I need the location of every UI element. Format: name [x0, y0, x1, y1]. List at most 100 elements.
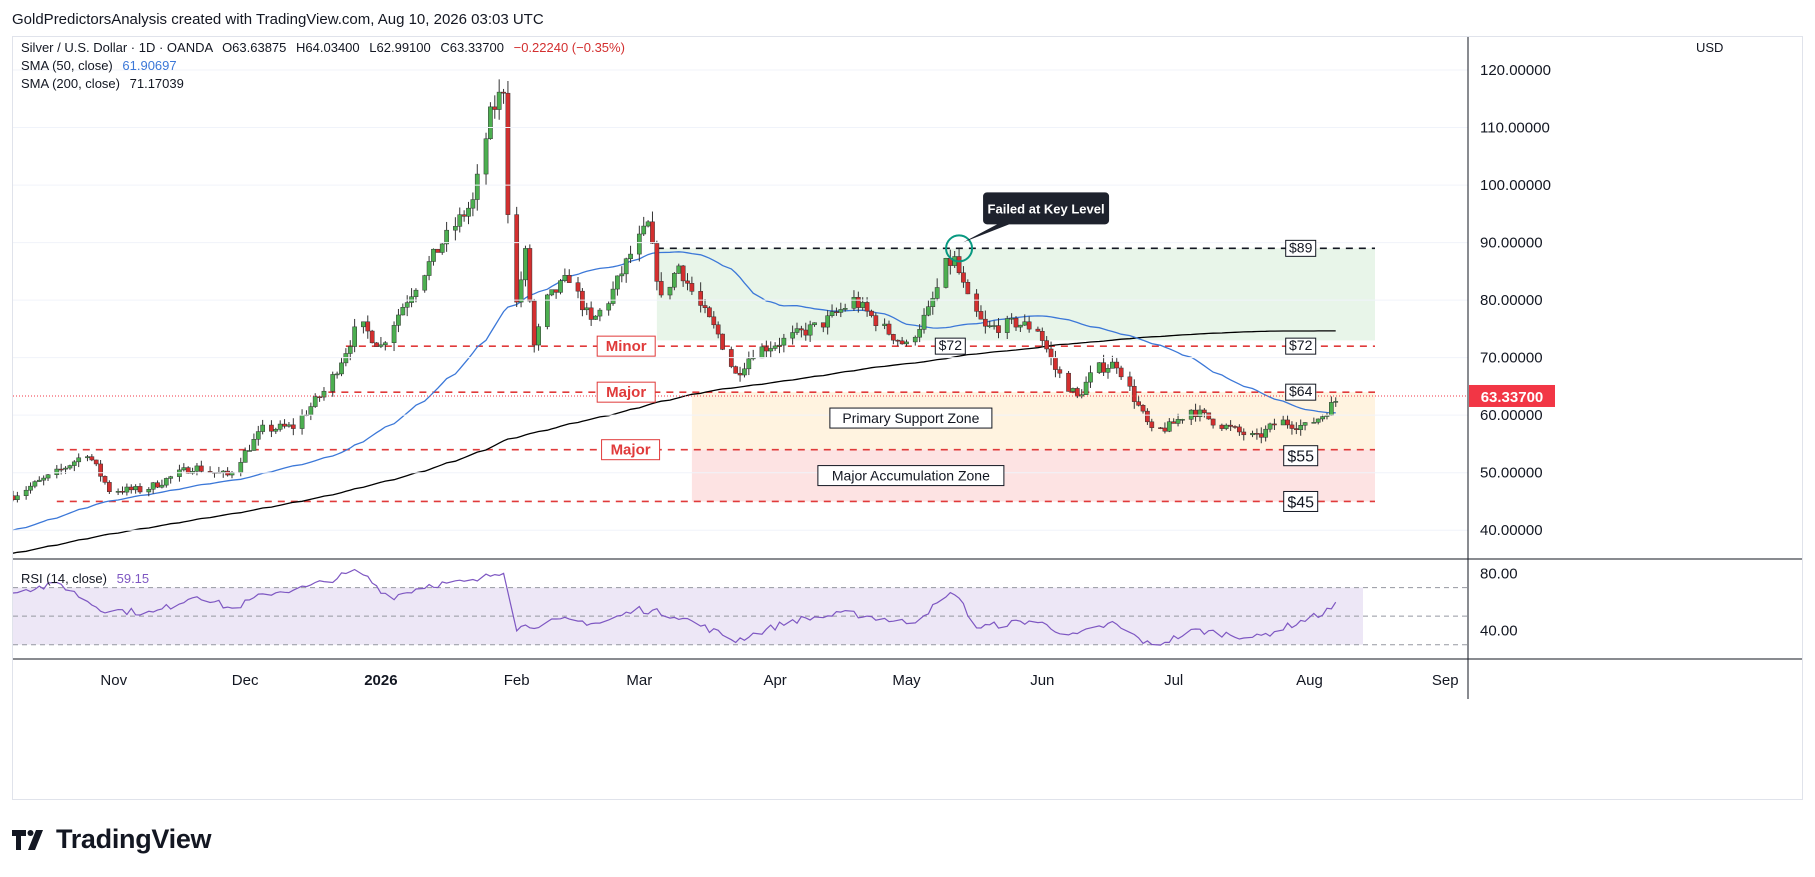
- level-tag-text: $45: [1287, 494, 1314, 511]
- candle-body: [93, 459, 99, 465]
- candle-body: [321, 390, 327, 398]
- candle-body: [584, 307, 590, 311]
- candle-body: [1250, 433, 1255, 436]
- candle-body: [562, 275, 568, 281]
- callout-text: Failed at Key Level: [988, 201, 1105, 216]
- candle-body: [829, 311, 835, 316]
- sma50-line: [13, 251, 1336, 531]
- x-tick-label: Dec: [232, 672, 259, 689]
- x-tick-label: May: [892, 672, 921, 689]
- zone-label-accumulation: Major Accumulation Zone: [817, 465, 1005, 487]
- candle-body: [930, 298, 936, 307]
- candle-body: [260, 424, 266, 432]
- candle-body: [1237, 426, 1242, 433]
- candle-body: [794, 328, 800, 333]
- candle-body: [1026, 321, 1032, 330]
- candle-body: [636, 233, 642, 255]
- candle-body: [1320, 416, 1325, 420]
- tradingview-logo-icon: [12, 829, 43, 850]
- sma200-label: SMA (200, close): [21, 76, 120, 91]
- candle-body: [1074, 388, 1080, 397]
- candle-body: [672, 273, 677, 288]
- legend-line-1: Silver / U.S. Dollar · 1D · OANDA O63.63…: [21, 40, 625, 55]
- candle-body: [181, 467, 187, 471]
- sma200-value: 71.17039: [130, 76, 184, 91]
- candle-body: [549, 289, 555, 296]
- candle-body: [41, 477, 47, 481]
- price-tick-label: 80.00000: [1480, 292, 1543, 309]
- candle-body: [159, 484, 165, 488]
- candle-body: [374, 342, 379, 347]
- candle-body: [220, 470, 226, 473]
- candle-body: [834, 311, 839, 313]
- candle-body: [501, 91, 506, 94]
- candle-body: [1267, 423, 1273, 430]
- candle-body: [1158, 427, 1163, 429]
- candle-body: [838, 309, 844, 313]
- candle-body: [1096, 362, 1102, 373]
- candle-body: [956, 256, 962, 274]
- candle-body: [146, 489, 152, 493]
- candle-body: [1175, 419, 1181, 424]
- candle-body: [13, 495, 16, 500]
- sma50-value: 61.90697: [122, 58, 176, 73]
- candle-body: [680, 265, 686, 282]
- zone-band: [691, 449, 1375, 502]
- level-tag-box: [1285, 239, 1317, 257]
- rsi-tick-label: 80.00: [1480, 565, 1518, 582]
- candle-body: [1088, 372, 1093, 383]
- candle-body: [891, 334, 896, 341]
- price-tick-label: 110.00000: [1480, 120, 1550, 137]
- candle-body: [566, 275, 572, 283]
- candle-body: [128, 486, 134, 491]
- candle-body: [1311, 422, 1317, 424]
- candle-body: [702, 305, 708, 308]
- price-chart[interactable]: 80.00 40.00 120.00000 110.00000 100.00000 90…: [13, 37, 1802, 799]
- candle-body: [277, 423, 283, 430]
- zone-label-box: [829, 407, 993, 429]
- candle-body: [483, 138, 489, 175]
- candle-body: [689, 283, 695, 292]
- candle-body: [299, 415, 305, 429]
- rsi-layer: 80.00 40.00: [13, 565, 1518, 646]
- candle-body: [733, 366, 739, 374]
- candle-body: [391, 325, 397, 343]
- candle-body: [698, 291, 704, 306]
- x-tick-label: Mar: [626, 672, 652, 689]
- rsi-label: RSI (14, close): [21, 571, 107, 586]
- candle-body: [378, 344, 384, 347]
- candle-body: [851, 297, 857, 309]
- candle-body: [1140, 405, 1146, 412]
- candle-body: [251, 439, 257, 451]
- candle-body: [102, 476, 108, 483]
- candle-body: [317, 396, 322, 398]
- candle-body: [312, 396, 318, 407]
- candle-body: [1210, 418, 1216, 426]
- candle-body: [352, 326, 357, 347]
- candle-body: [36, 479, 42, 482]
- candle-body: [720, 333, 725, 350]
- last-price-tag-text: 63.33700: [1481, 389, 1544, 406]
- candle-body: [790, 332, 795, 339]
- candle-body: [628, 253, 633, 260]
- candle-body: [1039, 331, 1045, 341]
- price-tick-label: 100.00000: [1480, 177, 1551, 194]
- x-tick-label: Aug: [1296, 672, 1323, 689]
- candle-body: [461, 214, 467, 217]
- candle-body: [1254, 433, 1260, 435]
- candle-body: [991, 325, 997, 327]
- candle-body: [1044, 340, 1050, 350]
- candle-body: [895, 339, 901, 342]
- candle-body: [396, 314, 401, 326]
- x-tick-label: Apr: [763, 672, 786, 689]
- candle-body: [168, 476, 174, 479]
- level-tag-text: $72: [1289, 337, 1313, 353]
- candle-body: [431, 248, 436, 262]
- last-price-tag-box: [1469, 384, 1555, 407]
- candle-body: [996, 325, 1001, 333]
- candle-body: [488, 106, 493, 140]
- candle-body: [1289, 424, 1295, 429]
- candle-body: [1206, 412, 1212, 420]
- candle-body: [588, 307, 594, 320]
- candle-body: [803, 329, 809, 336]
